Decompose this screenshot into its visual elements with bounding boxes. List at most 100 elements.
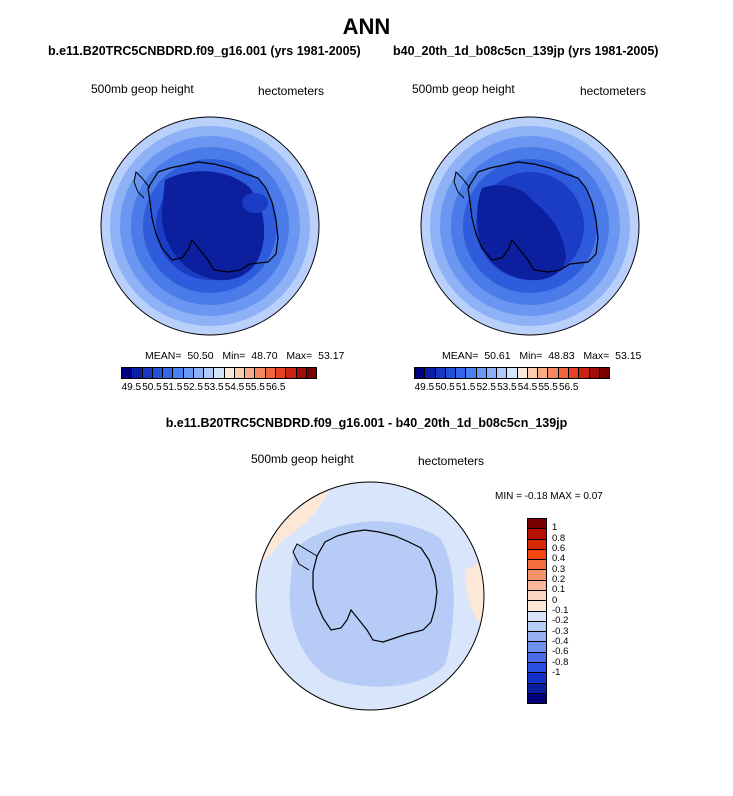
- panel-2-colorbar-swatch: [558, 368, 569, 378]
- diff-panel-minmax: MIN = -0.18 MAX = 0.07: [495, 491, 603, 502]
- diff-colorbar: [527, 518, 547, 704]
- panel-1-colorbar-swatch: [214, 368, 225, 378]
- panel-2-colorbar-swatch: [548, 368, 559, 378]
- panel-2-colorbar-tick-label: 51.5: [455, 382, 476, 393]
- panel-2-colorbar-tick-label: 55.5: [538, 382, 558, 393]
- panel-1-colorbar-swatch: [255, 368, 266, 378]
- panel-2-variable-label: 500mb geop height: [412, 82, 515, 96]
- panel-2-colorbar-tick-label: 54.5: [517, 382, 538, 393]
- panel-2-min-label: Min=: [519, 350, 543, 362]
- panel-2-units-label: hectometers: [580, 84, 647, 98]
- diff-panel-units-label: hectometers: [418, 454, 485, 468]
- diff-colorbar-tick-label: 0.2: [552, 574, 566, 585]
- panel-2-colorbar-swatch: [538, 368, 549, 378]
- panel-1-colorbar: [121, 367, 317, 379]
- panel-2-colorbar-swatch: [435, 368, 446, 378]
- diff-colorbar-tick-label: -0.1: [552, 605, 569, 616]
- panel-1-colorbar-swatch: [245, 368, 256, 378]
- panel-1-title: b.e11.B20TRC5CNBDRD.f09_g16.001 (yrs 198…: [48, 44, 361, 58]
- panel-1-variable-label: 500mb geop height: [91, 82, 194, 96]
- panel-1-min-value: 48.70: [251, 350, 278, 362]
- panel-1-colorbar-tick-label: 51.5: [162, 382, 183, 393]
- panel-1-colorbar-swatch: [234, 368, 246, 378]
- panel-2-colorbar-swatch: [568, 368, 580, 378]
- panel-2-mean-label: MEAN=: [442, 350, 479, 362]
- diff-panel-title: b.e11.B20TRC5CNBDRD.f09_g16.001 - b40_20…: [165, 416, 568, 430]
- diff-panel-polar-map: [255, 481, 485, 711]
- panel-1-mean-value: 50.50: [187, 350, 214, 362]
- panel-2-colorbar-swatch: [415, 368, 426, 378]
- diff-colorbar-swatch: [528, 693, 546, 704]
- panel-2-max-label: Max=: [583, 350, 610, 362]
- panel-1-colorbar-swatch: [275, 368, 287, 378]
- diff-colorbar-tick-label: 0.6: [552, 543, 566, 554]
- diff-colorbar-swatch: [528, 683, 546, 694]
- panel-2-colorbar-swatch: [425, 368, 436, 378]
- panel-1-mean-label: MEAN=: [145, 350, 182, 362]
- panel-2-colorbar-tick-label: 52.5: [476, 382, 496, 393]
- panel-2-colorbar-swatch: [456, 368, 467, 378]
- panel-2-title: b40_20th_1d_b08c5cn_139jp (yrs 1981-2005…: [393, 44, 659, 58]
- panel-1-colorbar-swatch: [204, 368, 215, 378]
- diff-colorbar-swatch: [528, 673, 546, 684]
- diff-colorbar-swatch: [528, 590, 546, 602]
- panel-2-colorbar-tick-label: 50.5: [435, 382, 455, 393]
- panel-2-colorbar: [414, 367, 610, 379]
- panel-1-colorbar-swatch: [132, 368, 143, 378]
- panel-1-colorbar-swatch: [163, 368, 174, 378]
- panel-2-colorbar-swatch: [466, 368, 477, 378]
- diff-colorbar-tick-label: 0.4: [552, 553, 566, 565]
- panel-1-colorbar-swatch: [152, 368, 164, 378]
- panel-1-colorbar-tick-label: 49.5: [121, 382, 142, 393]
- panel-1-colorbar-swatch: [142, 368, 153, 378]
- figure-title: ANN: [342, 14, 391, 39]
- panel-1-colorbar-swatch: [193, 368, 205, 378]
- panel-1-min-label: Min=: [222, 350, 246, 362]
- diff-panel-variable-label: 500mb geop height: [251, 452, 354, 466]
- panel-1-max-label: Max=: [286, 350, 313, 362]
- panel-2-colorbar-swatch: [486, 368, 498, 378]
- panel-1-colorbar-swatch: [265, 368, 276, 378]
- diff-colorbar-tick-label: -0.3: [552, 625, 569, 637]
- diff-colorbar-swatch: [528, 580, 546, 591]
- panel-2-min-value: 48.83: [548, 350, 575, 362]
- panel-1-colorbar-swatch: [306, 368, 317, 378]
- diff-colorbar-tick-label: -0.8: [552, 656, 569, 668]
- panel-2-mean-value: 50.61: [484, 350, 511, 362]
- panel-2-colorbar-swatch: [517, 368, 528, 378]
- panel-2-polar-map: [420, 116, 640, 336]
- diff-colorbar-swatch: [528, 621, 546, 633]
- panel-1-colorbar-tick-label: 50.5: [142, 382, 162, 393]
- panel-2-colorbar-swatch: [497, 368, 508, 378]
- panel-2-colorbar-tick-label: 53.5: [497, 382, 517, 393]
- diff-colorbar-swatch: [528, 519, 546, 530]
- diff-colorbar-swatch: [528, 560, 546, 571]
- diff-colorbar-tick-label: 1: [552, 522, 558, 534]
- panel-1-colorbar-tick-label: 52.5: [183, 382, 203, 393]
- panel-1-colorbar-tick-label: 55.5: [245, 382, 265, 393]
- panel-1-max-value: 53.17: [318, 350, 345, 362]
- diff-colorbar-tick-label: 0.8: [552, 532, 566, 544]
- panel-1-colorbar-swatch: [296, 368, 307, 378]
- diff-colorbar-tick-label: 0.3: [552, 563, 566, 575]
- panel-1-colorbar-tick-label: 53.5: [204, 382, 224, 393]
- panel-1-colorbar-swatch: [224, 368, 235, 378]
- panel-2-colorbar-swatch: [527, 368, 539, 378]
- panel-1-colorbar-tick-label: 54.5: [224, 382, 245, 393]
- diff-colorbar-swatch: [528, 539, 546, 550]
- panel-1-colorbar-tick-label: 56.5: [266, 382, 286, 393]
- diff-colorbar-swatch: [528, 611, 546, 622]
- diff-colorbar-tick-label: -1: [552, 667, 561, 678]
- diff-colorbar-swatch: [528, 652, 546, 663]
- panel-1-colorbar-swatch: [286, 368, 297, 378]
- panel-2-colorbar-tick-label: 49.5: [414, 382, 435, 393]
- panel-2-max-value: 53.15: [615, 350, 642, 362]
- panel-2-colorbar-ticks: 49.5 50.5 51.5 52.5 53.5 54.5 55.5 56.5: [414, 382, 610, 396]
- panel-2-colorbar-swatch: [589, 368, 600, 378]
- diff-colorbar-tick-label: -0.6: [552, 646, 569, 658]
- panel-1-stats: MEAN= 50.50 Min= 48.70 Max= 53.17: [145, 350, 344, 362]
- panel-1-polar-map: [100, 116, 320, 336]
- panel-2-stats: MEAN= 50.61 Min= 48.83 Max= 53.15: [442, 350, 641, 362]
- diff-colorbar-swatch: [528, 642, 546, 653]
- diff-colorbar-swatch: [528, 632, 546, 643]
